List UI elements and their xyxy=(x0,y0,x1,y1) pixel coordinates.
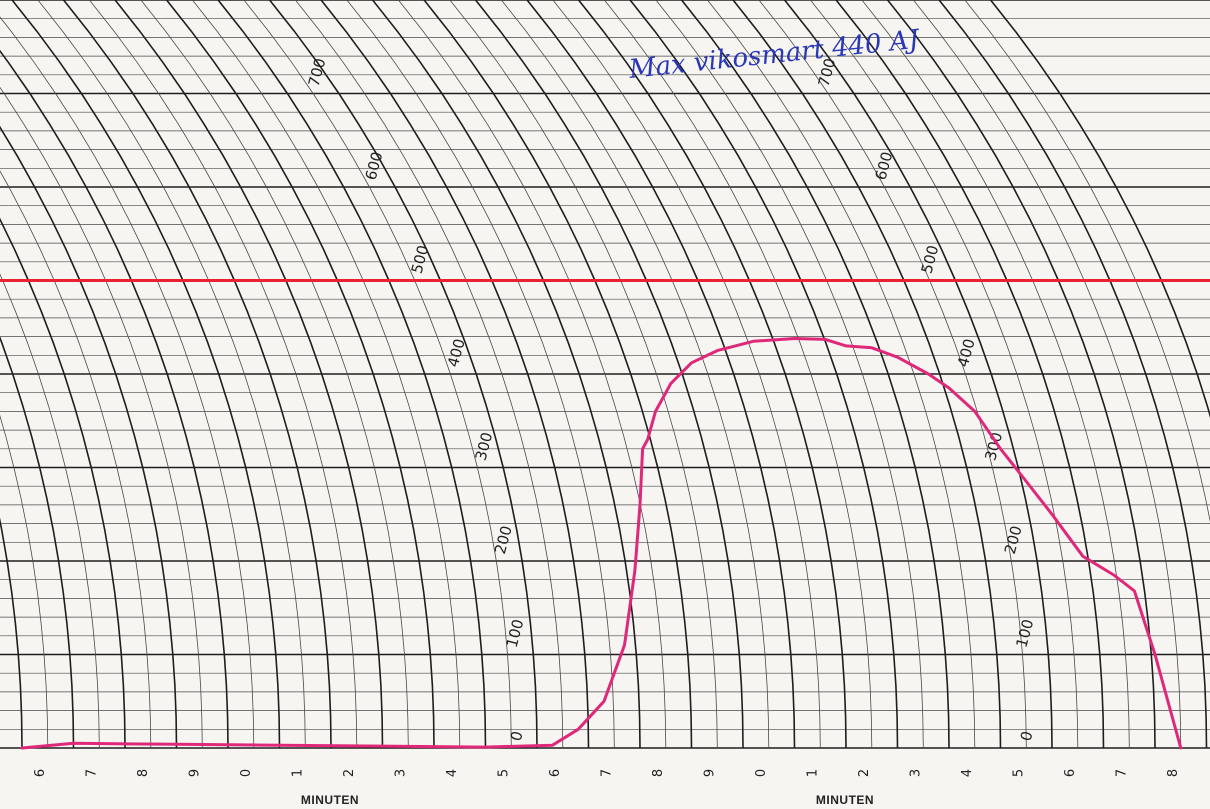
time-arc-major xyxy=(0,335,75,749)
minute-label: 4 xyxy=(960,769,975,777)
time-arc-major xyxy=(577,0,847,749)
time-arc-major xyxy=(989,0,1210,419)
minute-label: 2 xyxy=(342,769,357,777)
minute-label: 1 xyxy=(806,769,821,777)
time-arc-major xyxy=(217,0,487,749)
time-arc-major xyxy=(783,0,1053,749)
x-axis-label-right: MINUTEN xyxy=(816,793,874,807)
time-arc-minor xyxy=(655,0,924,749)
minute-label: 0 xyxy=(754,769,769,777)
time-arc-minor xyxy=(604,0,873,749)
time-arc-major xyxy=(680,0,950,749)
time-arc-major xyxy=(165,0,435,749)
time-arc-minor xyxy=(243,0,512,749)
time-arc-major xyxy=(0,217,126,749)
time-arc-major xyxy=(320,0,590,749)
minute-label: 7 xyxy=(1115,769,1130,777)
time-arc-major xyxy=(423,0,693,749)
time-arc-minor xyxy=(758,0,1027,749)
time-arc-major xyxy=(114,0,384,749)
time-arc-minor xyxy=(449,0,718,749)
time-arc-minor xyxy=(0,86,203,749)
minute-label: 5 xyxy=(497,769,512,777)
time-arc-major xyxy=(268,0,538,749)
left-scale-label: 0 xyxy=(507,729,527,743)
minute-label: 9 xyxy=(703,769,718,777)
time-arc-major xyxy=(0,49,229,749)
minute-label: 8 xyxy=(1166,769,1181,777)
time-arc-minor xyxy=(295,0,564,749)
minute-label: 2 xyxy=(857,769,872,777)
minute-label: 7 xyxy=(600,769,615,777)
minute-label: 7 xyxy=(85,769,100,777)
time-arc-major xyxy=(371,0,641,749)
time-arc-minor xyxy=(861,0,1130,749)
time-arc-minor xyxy=(0,273,100,749)
time-arc-major xyxy=(62,0,332,749)
time-arc-major xyxy=(629,0,899,749)
time-arc-minor xyxy=(0,16,255,749)
time-arc-minor xyxy=(810,0,1079,749)
minute-label: 6 xyxy=(33,769,48,777)
time-arc-minor xyxy=(192,0,461,749)
time-arc-minor xyxy=(0,414,49,749)
time-arc-minor xyxy=(89,0,358,749)
time-arc-major xyxy=(0,517,23,749)
minute-label: 0 xyxy=(239,769,254,777)
minute-label: 3 xyxy=(909,769,924,777)
time-arcs xyxy=(0,0,1210,749)
minute-label: 5 xyxy=(1012,769,1027,777)
time-arc-minor xyxy=(913,0,1182,749)
minute-label: 6 xyxy=(548,769,563,777)
minute-label: 6 xyxy=(1063,769,1078,777)
time-arc-minor xyxy=(552,0,821,749)
time-arc-major xyxy=(732,0,1002,749)
time-arc-minor xyxy=(398,0,667,749)
minute-tick-labels: 6 7 8 9 0 1 2 3 4 5 6 7 8 9 0 1 2 3 4 5 6 7 8 xyxy=(33,769,1181,777)
time-arc-minor xyxy=(707,0,976,749)
time-arc-minor xyxy=(140,0,409,749)
minute-label: 3 xyxy=(394,769,409,777)
minute-label: 8 xyxy=(136,769,151,777)
minute-label: 8 xyxy=(651,769,666,777)
minute-label: 9 xyxy=(188,769,203,777)
time-arc-minor xyxy=(964,0,1210,523)
minute-label: 4 xyxy=(445,769,460,777)
time-arc-major xyxy=(938,0,1208,749)
time-arc-major xyxy=(526,0,796,749)
time-arc-major xyxy=(835,0,1105,749)
time-arc-major xyxy=(0,125,178,749)
time-arc-minor xyxy=(37,0,306,749)
time-arc-major xyxy=(886,0,1156,749)
x-axis-label-left: MINUTEN xyxy=(301,793,359,807)
time-arc-minor xyxy=(0,170,152,749)
time-arc-major xyxy=(11,0,281,749)
right-scale-label: 0 xyxy=(1017,729,1037,743)
minute-label: 1 xyxy=(291,769,306,777)
time-arc-minor xyxy=(501,0,770,749)
series-group xyxy=(20,337,1183,750)
time-arc-minor xyxy=(346,0,615,749)
